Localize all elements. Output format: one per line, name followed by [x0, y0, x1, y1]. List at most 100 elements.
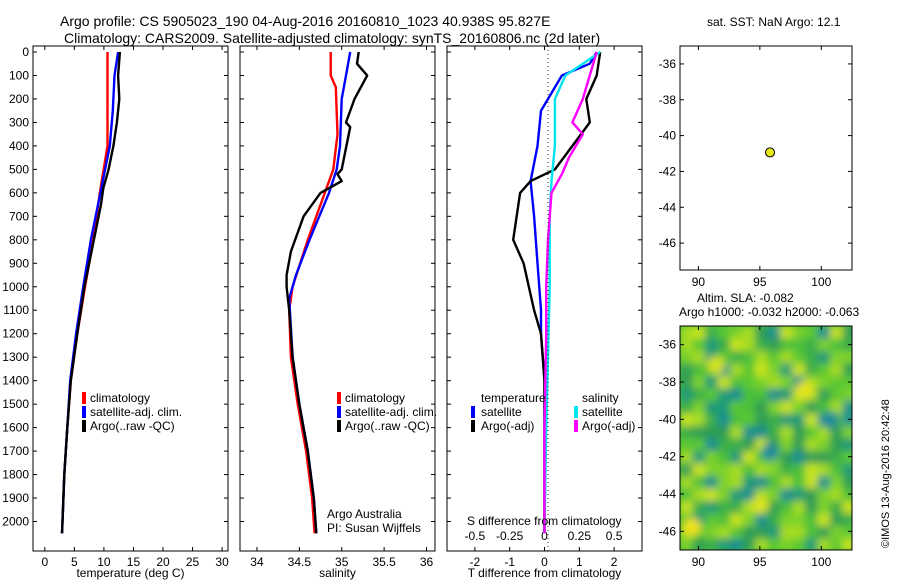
- heatmap-cell: [742, 426, 756, 439]
- y-tick-label: -36: [659, 57, 677, 71]
- heatmap-cell: [817, 338, 831, 352]
- heatmap-cell: [730, 326, 743, 339]
- legend-swatch-argo: [82, 420, 86, 432]
- heatmap-cell: [742, 488, 756, 502]
- heatmap-cell: [730, 438, 743, 452]
- heatmap-cell: [755, 338, 768, 352]
- altimetry-map-frame: [679, 325, 853, 551]
- x-tick-label: 35.5: [372, 555, 396, 569]
- heatmap-cell: [692, 538, 706, 550]
- y-tick-label: -42: [659, 450, 677, 464]
- y-tick-label: 1900: [2, 491, 29, 505]
- heatmap-cell: [792, 438, 806, 452]
- heatmap-cell: [742, 526, 756, 539]
- y-tick-label: 2000: [2, 515, 29, 529]
- heatmap-cell: [780, 488, 793, 502]
- heatmap-cell: [705, 538, 718, 550]
- heatmap-cell: [680, 326, 693, 339]
- heatmap-cell: [742, 463, 756, 477]
- heatmap-cell: [792, 401, 806, 414]
- salinity-series: [285, 51, 369, 534]
- heatmap-cell: [767, 538, 781, 550]
- legend-group-salinity: salinity: [582, 391, 619, 405]
- heatmap-cell: [751, 496, 769, 514]
- heatmap-cell: [780, 401, 793, 414]
- heatmap-cell: [805, 363, 818, 377]
- heatmap-cell: [755, 526, 768, 539]
- heatmap-cell: [680, 413, 693, 427]
- heatmap-cell: [830, 388, 843, 402]
- heatmap-cell: [705, 513, 718, 527]
- heatmap-cell: [780, 388, 793, 402]
- y-tick-label: 1300: [2, 350, 29, 364]
- heatmap-cell: [805, 326, 818, 339]
- heatmap-cell: [755, 426, 768, 439]
- heatmap-cell: [817, 376, 831, 389]
- heatmap-cell: [680, 488, 693, 502]
- series-line-argo-raw-qc-: [60, 51, 122, 534]
- series-line-climatology: [60, 52, 109, 534]
- heatmap-cell: [692, 388, 706, 402]
- x-tick-label: -2: [470, 555, 481, 569]
- heatmap-cell: [780, 351, 793, 364]
- y-tick-label: -42: [659, 164, 677, 178]
- heatmap-cell: [842, 488, 852, 502]
- x2-tick-label: -0.25: [496, 529, 524, 543]
- heatmap-cell: [717, 388, 731, 402]
- heatmap-cell: [842, 363, 852, 377]
- heatmap-cell: [780, 526, 793, 539]
- heatmap-cell: [692, 363, 706, 377]
- heatmap-cell: [821, 411, 839, 429]
- heatmap-cell: [755, 463, 768, 477]
- heatmap-cell: [683, 518, 701, 536]
- y-tick-label: -44: [659, 200, 677, 214]
- legend-group-temperature: temperature: [481, 391, 546, 405]
- heatmap-cell: [692, 351, 706, 364]
- legend-swatch-t-argo: [471, 420, 475, 432]
- series-line-satellite-adj-clim-: [60, 51, 120, 534]
- legend-label-t-satellite: satellite: [481, 405, 522, 419]
- heatmap-cell: [830, 538, 843, 550]
- heatmap-cell: [742, 513, 756, 527]
- heatmap-cell: [780, 501, 793, 514]
- heatmap-cell: [761, 443, 779, 461]
- series-line-satellite-adj-clim-: [288, 51, 352, 534]
- x-tick-label: 0: [541, 555, 548, 569]
- temperature-panel-frame: [32, 45, 229, 552]
- series-line-satellite: [543, 51, 601, 534]
- legend-label-climatology: climatology: [345, 391, 405, 405]
- heatmap-cell: [755, 538, 768, 550]
- heatmap-cell: [842, 338, 852, 352]
- heatmap-cell: [805, 513, 818, 527]
- temperature-axes: 0100200300400500600700800900100011001200…: [2, 45, 229, 580]
- heatmap-cell: [792, 488, 806, 502]
- y-tick-label: 1200: [2, 327, 29, 341]
- heatmap-cell: [755, 376, 768, 389]
- heatmap-cell: [742, 326, 756, 339]
- heatmap-cell: [817, 488, 831, 502]
- heatmap-cell: [830, 438, 843, 452]
- heatmap-cell: [680, 338, 693, 352]
- salinity-legend: climatology satellite-adj. clim. Argo(..…: [337, 391, 437, 433]
- heatmap-cell: [730, 501, 743, 514]
- heatmap-cell: [842, 376, 852, 389]
- heatmap-cell: [680, 463, 693, 477]
- heatmap-cell: [830, 326, 843, 339]
- y-tick-label: 1400: [2, 374, 29, 388]
- y-tick-label: -36: [659, 338, 677, 352]
- heatmap-cell: [780, 426, 793, 439]
- heatmap-cell: [742, 338, 756, 352]
- heatmap-cell: [730, 463, 743, 477]
- heatmap-cell: [817, 501, 831, 514]
- heatmap-cell: [792, 513, 806, 527]
- heatmap-cell: [742, 538, 756, 550]
- x-tick-label: 95: [753, 275, 767, 289]
- heatmap-cell: [730, 488, 743, 502]
- legend-label-satellite: satellite-adj. clim.: [90, 405, 182, 419]
- heatmap-cell: [792, 538, 806, 550]
- heatmap-cell: [830, 376, 843, 389]
- heatmap-cell: [680, 351, 693, 364]
- heatmap-cell: [780, 538, 793, 550]
- legend-swatch-s-argo: [574, 420, 578, 432]
